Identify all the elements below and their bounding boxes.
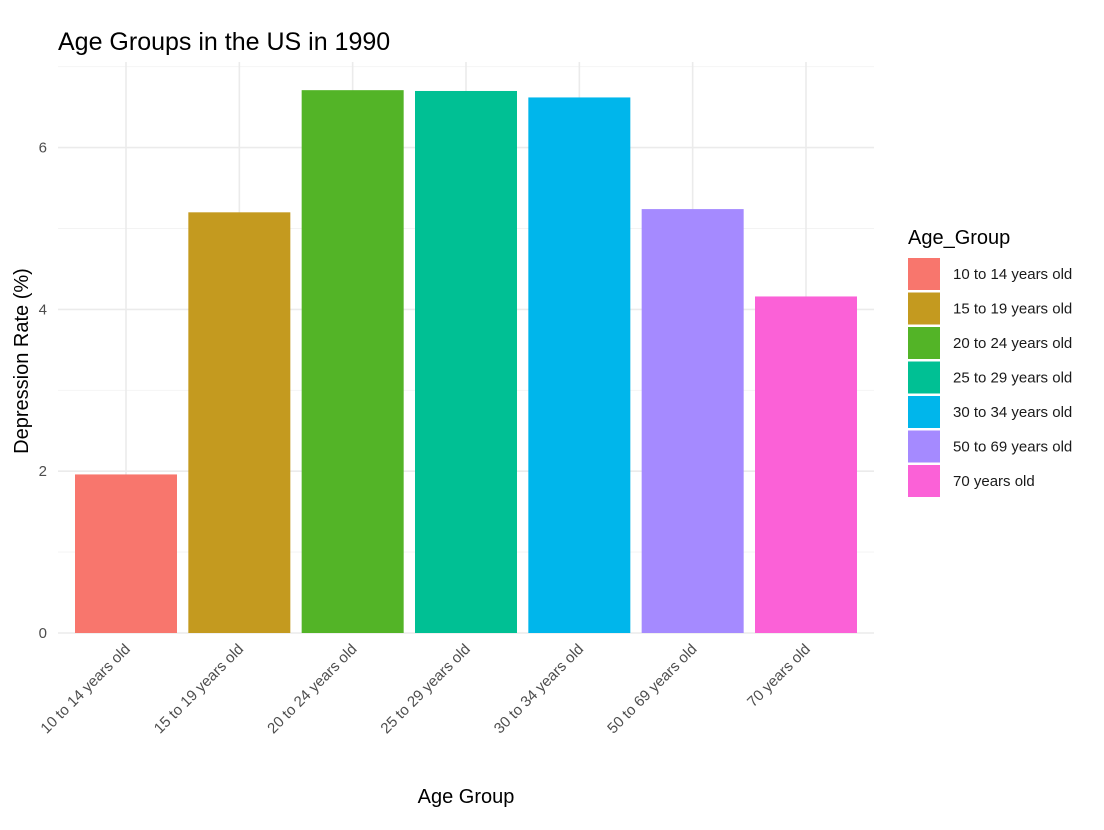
- chart-title: Age Groups in the US in 1990: [58, 28, 390, 56]
- y-axis-title: Depression Rate (%): [11, 268, 33, 454]
- legend-key-7: [908, 465, 940, 497]
- x-tick-label: 70 years old: [744, 641, 814, 711]
- legend-title: Age_Group: [908, 227, 1010, 249]
- legend-key-5: [908, 396, 940, 428]
- legend-label: 15 to 19 years old: [953, 301, 1072, 318]
- x-axis-ticks: 10 to 14 years old 15 to 19 years old 20 t…: [37, 641, 813, 737]
- bar-4: [415, 90, 517, 634]
- x-tick-label: 30 to 34 years old: [491, 641, 587, 737]
- y-tick-label: 2: [39, 463, 47, 480]
- bar-3: [301, 90, 404, 633]
- bar-5: [528, 97, 631, 633]
- x-tick-label: 20 to 24 years old: [264, 641, 360, 737]
- y-tick-label: 4: [39, 301, 47, 318]
- legend-label: 10 to 14 years old: [953, 266, 1072, 283]
- legend-key-1: [908, 258, 940, 290]
- legend-label: 30 to 34 years old: [953, 404, 1072, 421]
- legend-label: 20 to 24 years old: [953, 335, 1072, 352]
- legend-key-3: [908, 327, 940, 359]
- y-tick-label: 0: [39, 625, 47, 642]
- bar-1: [75, 474, 177, 633]
- legend-label: 50 to 69 years old: [953, 439, 1072, 456]
- bars: [75, 90, 857, 634]
- x-tick-label: 50 to 69 years old: [604, 641, 700, 737]
- y-tick-label: 6: [39, 140, 47, 157]
- x-axis-title: Age Group: [418, 786, 515, 808]
- legend-key-4: [908, 361, 940, 394]
- bar-2: [188, 212, 291, 633]
- x-tick-label: 15 to 19 years old: [151, 641, 247, 737]
- legend: Age_Group 10 to 14 years old 15 to 19 yea…: [908, 227, 1072, 497]
- legend-key-6: [908, 430, 940, 463]
- x-tick-label: 10 to 14 years old: [37, 641, 133, 737]
- bar-6: [641, 209, 744, 634]
- y-axis-ticks: 0 2 4 6: [39, 140, 47, 642]
- bar-7: [755, 296, 857, 633]
- legend-key-2: [908, 292, 940, 325]
- x-tick-label: 25 to 29 years old: [377, 641, 473, 737]
- legend-label: 25 to 29 years old: [953, 370, 1072, 387]
- legend-label: 70 years old: [953, 473, 1035, 490]
